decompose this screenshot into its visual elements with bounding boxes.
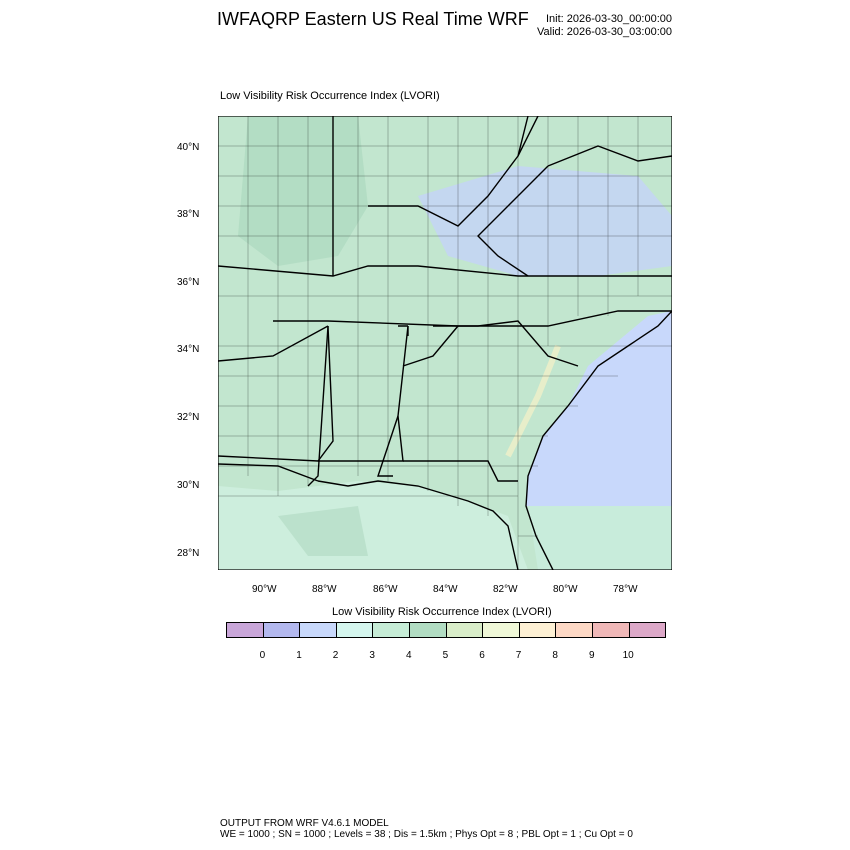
colorbar-label: 6 (479, 650, 485, 661)
lvori-map (218, 116, 672, 570)
colorbar-swatch (263, 623, 301, 637)
colorbar-label: 8 (552, 650, 558, 661)
atlantic-shelf (528, 506, 672, 570)
gulf-of-mexico (218, 481, 528, 570)
footer-config: WE = 1000 ; SN = 1000 ; Levels = 38 ; Di… (220, 829, 633, 840)
lat-tick-label: 40°N (177, 142, 200, 153)
footer-model: OUTPUT FROM WRF V4.6.1 MODEL (220, 818, 389, 829)
lat-tick-label: 34°N (177, 344, 200, 355)
colorbar-label: 3 (369, 650, 375, 661)
field-subtitle: Low Visibility Risk Occurrence Index (LV… (220, 90, 440, 102)
lon-tick-label: 82°W (493, 584, 518, 595)
lon-tick-label: 84°W (433, 584, 458, 595)
colorbar-swatch (336, 623, 374, 637)
colorbar-label: 7 (515, 650, 522, 661)
lon-tick-label: 88°W (312, 584, 337, 595)
colorbar-label: 10 (622, 650, 634, 661)
colorbar-swatch (629, 623, 666, 637)
state-borders (218, 116, 672, 570)
colorbar-title: Low Visibility Risk Occurrence Index (LV… (332, 606, 552, 618)
plot-title: IWFAQRP Eastern US Real Time WRF (217, 9, 529, 29)
region-2 (418, 166, 672, 276)
colorbar-swatch (483, 623, 520, 637)
gulf-shelf (278, 506, 368, 556)
colorbar-swatch (409, 623, 447, 637)
colorbar-swatch (556, 623, 593, 637)
run-times: Init: 2026-03-30_00:00:00 Valid: 2026-03… (537, 13, 672, 39)
lat-tick-label: 36°N (177, 277, 200, 288)
colorbar-swatch (227, 623, 264, 637)
county-borders (218, 116, 672, 570)
valid-time: Valid: 2026-03-30_03:00:00 (537, 26, 672, 38)
lon-tick-label: 80°W (553, 584, 578, 595)
colorbar-label: 2 (332, 650, 339, 661)
colorbar-label: 9 (589, 650, 595, 661)
lon-tick-label: 90°W (252, 584, 277, 595)
colorbar-swatch (592, 623, 630, 637)
colorbar-label: 0 (259, 650, 266, 661)
colorbar-label: 4 (406, 650, 412, 661)
colorbar-swatch (446, 623, 484, 637)
colorbar (226, 622, 667, 638)
lat-tick-label: 32°N (177, 412, 200, 423)
colorbar-label: 1 (296, 650, 302, 661)
atlantic-ocean (526, 311, 672, 506)
colorbar-swatch (519, 623, 557, 637)
init-time: Init: 2026-03-30_00:00:00 (546, 13, 672, 25)
colorbar-swatch (373, 623, 410, 637)
colorbar-swatch (300, 623, 337, 637)
lon-tick-label: 78°W (613, 584, 638, 595)
colorbar-label: 5 (442, 650, 449, 661)
region-7 (505, 344, 561, 458)
lat-tick-label: 30°N (177, 480, 200, 491)
lat-tick-label: 28°N (177, 548, 200, 559)
region-5 (238, 116, 368, 266)
lon-tick-label: 86°W (373, 584, 398, 595)
lat-tick-label: 38°N (177, 209, 200, 220)
